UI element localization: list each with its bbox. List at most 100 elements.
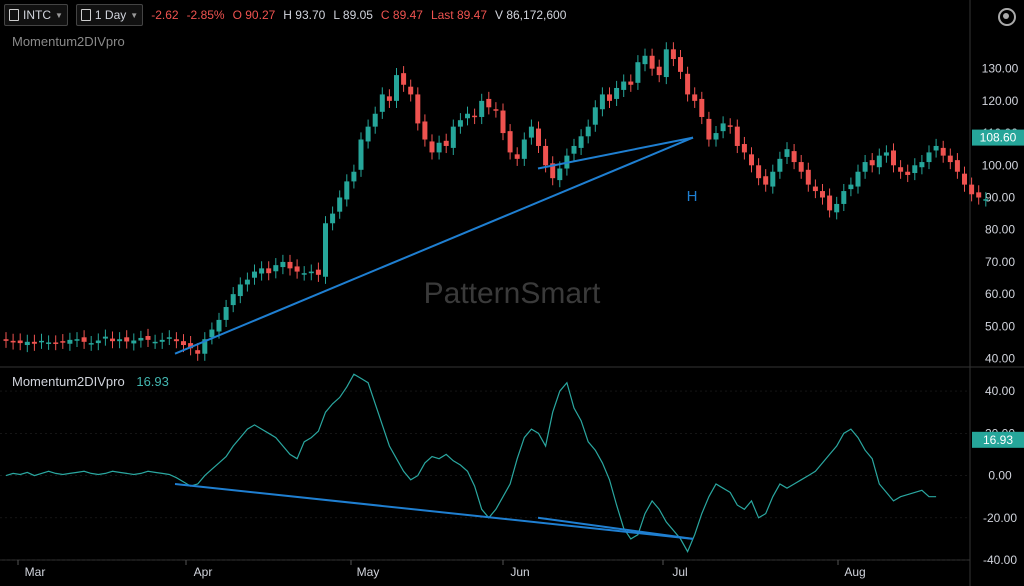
candle-body — [67, 339, 73, 344]
candle-body — [741, 144, 747, 153]
volume-value: V 86,172,600 — [495, 8, 567, 22]
candle-body — [315, 269, 321, 275]
candle-body — [933, 145, 939, 151]
candle-body — [947, 155, 953, 163]
time-tick-label: Jun — [510, 565, 529, 579]
candle-body — [869, 160, 875, 166]
momentum-value-marker — [972, 431, 1024, 448]
candle-body — [557, 168, 563, 181]
low-value: L 89.05 — [333, 8, 373, 22]
candle-body — [699, 98, 705, 117]
price-tick-label: 80.00 — [985, 223, 1015, 237]
candle-body — [301, 273, 307, 275]
price-tick-label: 70.00 — [985, 255, 1015, 269]
candle-body — [60, 341, 66, 343]
candle-body — [337, 197, 343, 212]
candle-body — [834, 203, 840, 213]
momentum-divergence-line — [174, 483, 694, 540]
candle-body — [614, 87, 620, 99]
candle-body — [500, 110, 506, 134]
change-value: -2.62 — [151, 8, 179, 22]
candle-body — [110, 338, 115, 342]
price-tick-label: 40.00 — [985, 352, 1015, 366]
candle-body — [571, 145, 577, 154]
candle-body — [145, 336, 151, 340]
candle-body — [237, 284, 243, 297]
time-tick-label: Jul — [672, 565, 687, 579]
candle-body — [954, 160, 960, 172]
candle-body — [635, 62, 641, 83]
candle-body — [287, 261, 293, 269]
candle-body — [436, 142, 442, 153]
candle-body — [905, 171, 911, 175]
candle-body — [777, 158, 783, 172]
candle-body — [962, 173, 967, 185]
momentum-tick-label: -40.00 — [983, 553, 1017, 567]
candle-body — [862, 162, 868, 172]
candle-body — [543, 145, 549, 166]
candle-body — [95, 340, 101, 344]
candle-body — [344, 181, 350, 200]
candle-body — [252, 271, 257, 278]
candle-body — [465, 113, 470, 119]
candle-body — [926, 152, 932, 163]
candle-body — [621, 81, 627, 90]
candle-body — [88, 343, 94, 345]
candle-body — [720, 123, 726, 132]
candle-body — [323, 223, 328, 277]
candle-body — [514, 154, 520, 159]
candle-body — [479, 100, 485, 117]
candle-body — [798, 162, 804, 172]
candle-body — [969, 184, 975, 195]
candle-body — [976, 192, 982, 198]
settings-icon[interactable] — [998, 8, 1016, 26]
symbol-selector[interactable]: INTC ▼ — [4, 4, 68, 26]
momentum-divergence-line — [537, 516, 694, 540]
candle-body — [827, 195, 833, 211]
candle-body — [642, 55, 648, 65]
candle-body — [195, 350, 201, 354]
candle-body — [365, 126, 371, 142]
timeframe-label: 1 Day — [94, 8, 127, 22]
candle-body — [848, 184, 854, 190]
candle-body — [585, 126, 591, 137]
candle-body — [372, 113, 378, 127]
candle-body — [24, 341, 30, 346]
price-tick-label: 90.00 — [985, 191, 1015, 205]
timeframe-selector[interactable]: 1 Day ▼ — [75, 4, 144, 26]
pattern-label: H — [687, 188, 698, 205]
candle-body — [209, 329, 215, 338]
candle-body — [216, 319, 222, 332]
candle-body — [592, 107, 598, 125]
candle-body — [131, 340, 137, 344]
symbol-icon — [9, 9, 19, 21]
candle-body — [188, 343, 194, 349]
candle-body — [628, 81, 634, 85]
candle-body — [486, 98, 492, 108]
price-tick-label: 50.00 — [985, 319, 1015, 333]
candle-body — [727, 125, 733, 127]
candle-body — [330, 213, 336, 224]
candle-body — [550, 163, 556, 179]
candle-body — [983, 199, 989, 201]
lower-indicator-title: Momentum2DIVpro 16.93 — [12, 374, 169, 389]
candle-body — [805, 169, 811, 185]
momentum-value-label: 16.93 — [983, 433, 1013, 447]
watermark: PatternSmart — [424, 277, 601, 310]
lower-indicator-value: 16.93 — [136, 374, 169, 389]
momentum-tick-label: 40.00 — [985, 384, 1015, 398]
candle-body — [656, 66, 662, 76]
candle-body — [883, 152, 889, 156]
candle-body — [670, 49, 676, 59]
candle-body — [472, 115, 478, 118]
candle-body — [31, 341, 37, 344]
candle-body — [280, 261, 286, 268]
candle-body — [457, 120, 463, 127]
candle-body — [855, 171, 861, 187]
candle-body — [507, 131, 513, 153]
candle-body — [784, 149, 790, 157]
upper-indicator-title: Momentum2DIVpro — [12, 34, 125, 49]
momentum-tick-label: -20.00 — [983, 511, 1017, 525]
candle-body — [734, 126, 740, 146]
